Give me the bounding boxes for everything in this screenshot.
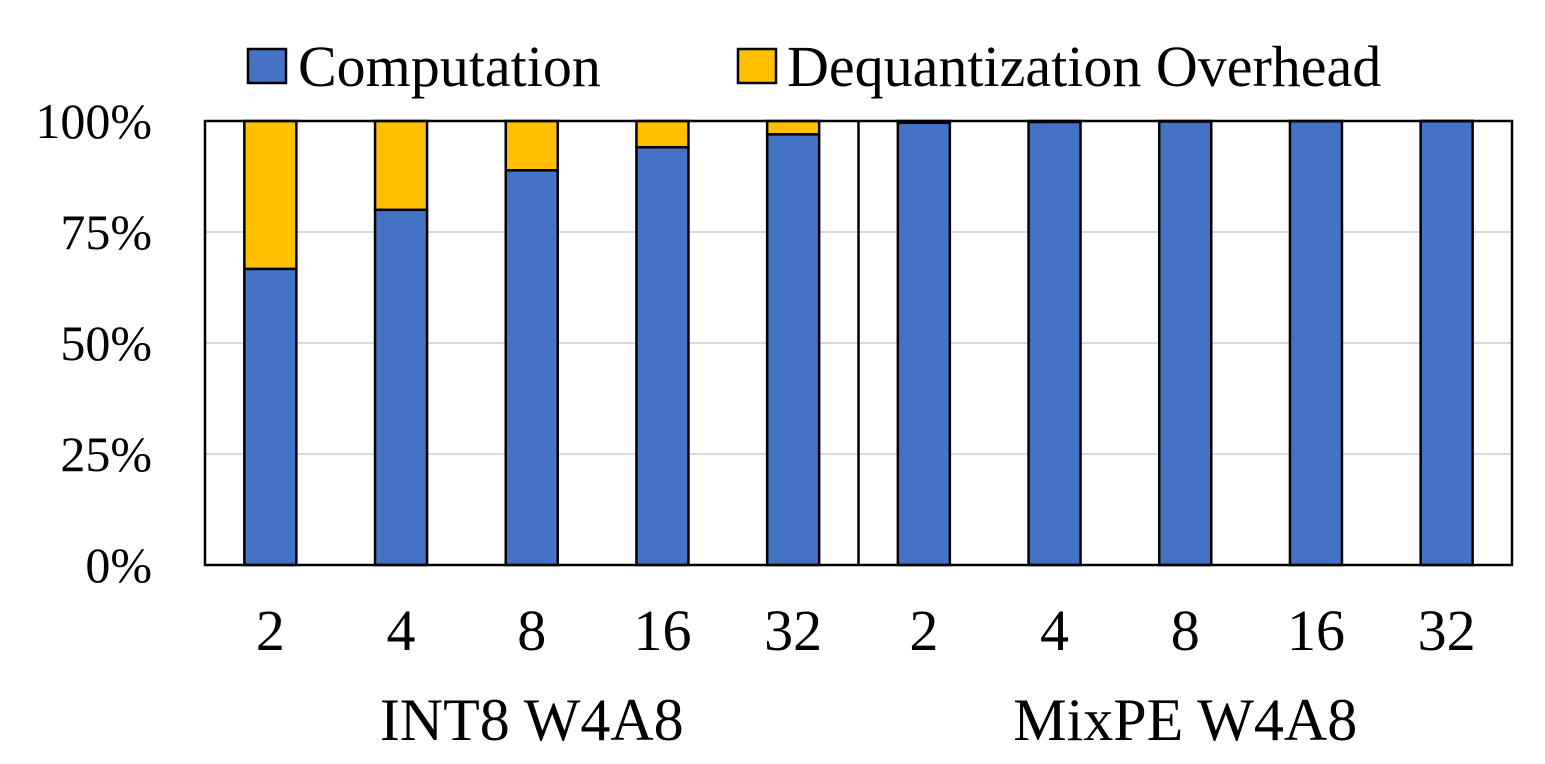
x-category-label: 2 <box>909 598 938 663</box>
bars <box>243 119 1474 567</box>
y-tick-label: 100% <box>35 93 152 149</box>
x-axis-groups: INT8 W4A8 MixPE W4A8 <box>380 687 1357 753</box>
bar-computation <box>1027 120 1082 567</box>
x-group-label: MixPE W4A8 <box>1013 687 1357 753</box>
y-axis-ticks: 0% 25% 50% 75% 100% <box>35 93 152 593</box>
plot-frame <box>203 119 1514 567</box>
x-category-label: 4 <box>1040 598 1069 663</box>
x-axis-categories: 2 4 8 16 32 2 4 8 16 32 <box>256 598 1476 663</box>
x-category-label: 32 <box>764 598 822 663</box>
x-category-label: 8 <box>1171 598 1200 663</box>
bar-dequantization-overhead <box>765 119 821 136</box>
bar-computation <box>896 121 952 567</box>
x-category-label: 4 <box>387 598 416 663</box>
y-tick-label: 25% <box>60 426 152 482</box>
bar-computation <box>1419 119 1474 567</box>
bar-computation <box>635 145 690 567</box>
bar-computation <box>765 133 821 567</box>
x-category-label: 32 <box>1418 598 1476 663</box>
y-tick-label: 50% <box>60 315 152 371</box>
legend-label-dequantization-overhead: Dequantization Overhead <box>787 34 1381 99</box>
bar-computation <box>373 208 429 567</box>
x-category-label: 16 <box>1287 598 1345 663</box>
bar-dequantization-overhead <box>373 119 429 212</box>
bar-computation <box>243 267 298 567</box>
x-category-label: 16 <box>633 598 691 663</box>
y-tick-label: 0% <box>85 537 152 593</box>
y-tick-label: 75% <box>60 204 152 260</box>
legend: Computation Dequantization Overhead <box>246 34 1381 99</box>
bar-dequantization-overhead <box>635 119 690 149</box>
legend-label-computation: Computation <box>298 34 601 99</box>
x-group-label: INT8 W4A8 <box>380 687 684 753</box>
legend-swatch-dequantization-overhead <box>736 47 778 85</box>
bar-computation <box>1288 119 1344 567</box>
bar-computation <box>504 169 559 567</box>
x-category-label: 8 <box>517 598 546 663</box>
x-category-label: 2 <box>256 598 285 663</box>
bar-dequantization-overhead <box>504 119 559 172</box>
legend-swatch-computation <box>246 47 288 85</box>
bar-dequantization-overhead <box>243 119 298 271</box>
bar-computation <box>1158 120 1213 567</box>
